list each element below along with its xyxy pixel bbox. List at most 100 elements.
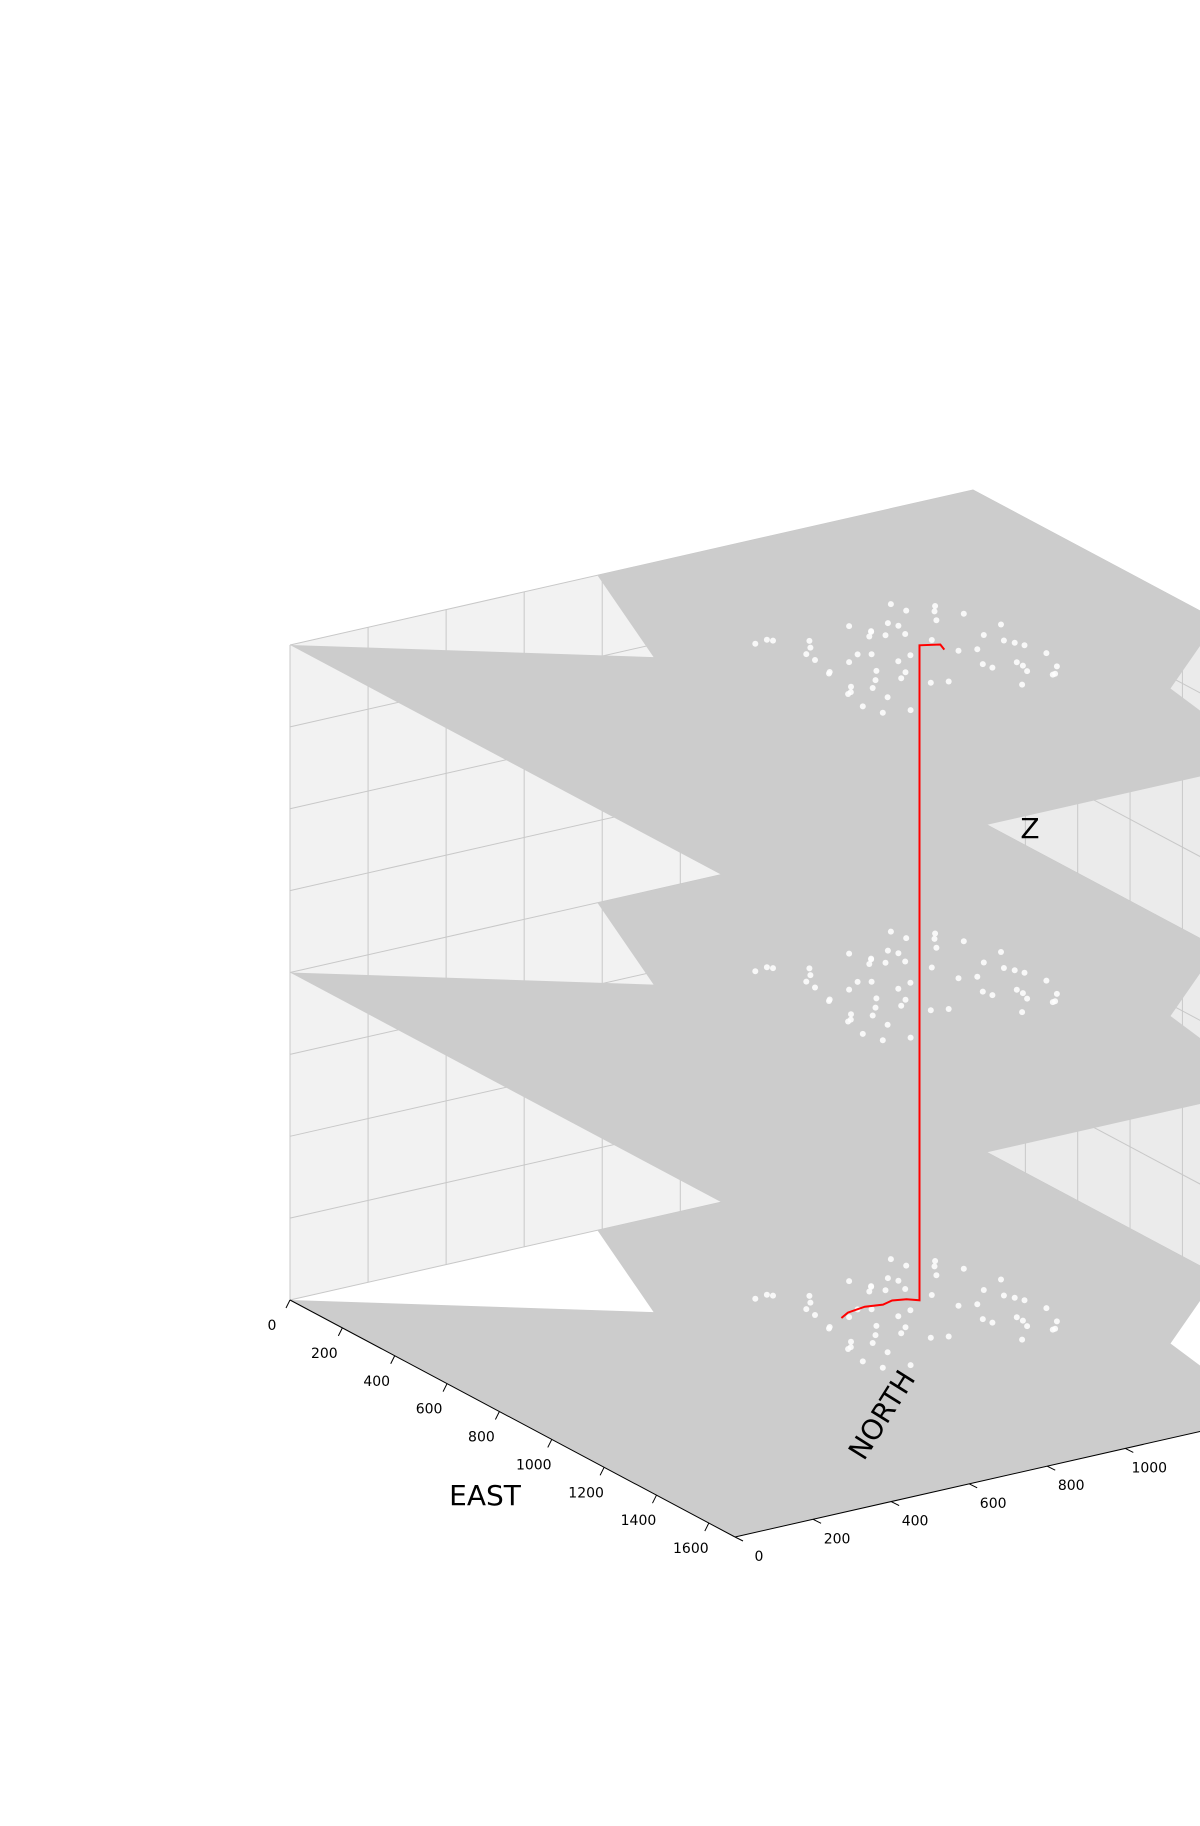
east-axis-line — [289, 1299, 736, 1538]
cloud-point — [1043, 650, 1050, 657]
cloud-point — [847, 1344, 854, 1351]
cloud-point — [931, 1263, 938, 1270]
cloud-point — [1000, 965, 1007, 971]
surface-layers — [290, 490, 1200, 1537]
north-tick-2 — [890, 1501, 900, 1507]
surface-layer-0 — [290, 1145, 1200, 1537]
cloud-point — [846, 623, 853, 630]
cloud-point — [752, 640, 759, 647]
cloud-point — [873, 995, 880, 1002]
cloud-point — [868, 1306, 875, 1313]
cloud-point — [882, 959, 889, 966]
cloud-point — [887, 601, 894, 608]
cloud-point — [882, 632, 889, 639]
cloud-point — [902, 1286, 909, 1292]
cloud-point — [931, 935, 938, 942]
cloud-point — [960, 938, 967, 945]
cloud-point — [974, 973, 981, 980]
cloud-point — [998, 949, 1004, 955]
axes-lines — [289, 1299, 1200, 1538]
cloud-point — [955, 647, 962, 654]
cloud-point — [1011, 639, 1018, 646]
east-tick-label: 400 — [363, 1374, 390, 1390]
cloud-point — [898, 1330, 905, 1337]
cloud-point — [884, 694, 891, 701]
north-tick-4 — [1047, 1465, 1056, 1471]
east-tick-6 — [599, 1467, 605, 1476]
cloud-point — [826, 1325, 832, 1332]
east-tick-7 — [652, 1494, 657, 1504]
cloud-point — [902, 958, 909, 965]
cloud-point — [1049, 999, 1056, 1006]
cloud-point — [752, 968, 759, 975]
east-axis-ticks: 0 200 400 600 800 1000 1200 1400 1600 — [268, 1299, 710, 1557]
cloud-point — [903, 1262, 910, 1269]
east-tick-8 — [704, 1522, 710, 1532]
cloud-point — [806, 637, 813, 644]
cloud-point — [806, 1292, 813, 1299]
cloud-point — [826, 998, 832, 1004]
cloud-point — [927, 1334, 934, 1341]
cloud-point — [989, 1319, 996, 1326]
east-tick-2 — [390, 1355, 396, 1364]
cloud-point — [1019, 1009, 1026, 1016]
cloud-point — [928, 964, 935, 971]
cloud-point — [1000, 637, 1007, 644]
cloud-point — [1021, 1297, 1028, 1304]
cloud-point — [1053, 663, 1060, 670]
cloud-point — [1024, 1323, 1031, 1330]
cloud-point — [884, 947, 891, 954]
cloud-point — [882, 1287, 889, 1294]
cloud-point — [933, 617, 940, 624]
cloud-point — [1043, 977, 1050, 984]
cloud-point — [884, 1349, 891, 1356]
cloud-point — [1013, 659, 1020, 666]
cloud-point — [895, 658, 902, 665]
cloud-point — [895, 1313, 902, 1320]
cloud-point — [803, 1306, 810, 1313]
cloud-point — [763, 1291, 770, 1298]
cloud-point — [895, 1277, 902, 1284]
cloud-point — [868, 978, 875, 985]
cloud-point — [998, 621, 1004, 628]
cloud-point — [868, 628, 875, 635]
north-tick-label: 1000 — [1131, 1460, 1167, 1476]
cloud-point — [770, 965, 776, 972]
cloud-point — [895, 985, 902, 992]
cloud-point — [807, 972, 814, 979]
cloud-point — [980, 632, 987, 638]
cloud-point — [928, 1292, 935, 1298]
cloud-point — [847, 1016, 854, 1023]
cloud-point — [1021, 642, 1028, 649]
east-tick-label: 800 — [468, 1430, 495, 1446]
cloud-point — [1043, 1305, 1050, 1312]
cloud-point — [866, 1288, 873, 1295]
east-tick-label: 1400 — [621, 1513, 657, 1529]
cloud-point — [907, 1034, 914, 1041]
cloud-point — [752, 1295, 759, 1302]
cloud-point — [1019, 990, 1026, 997]
cloud-point — [895, 622, 902, 629]
cloud-point — [980, 1287, 987, 1293]
cloud-point — [945, 678, 952, 685]
cloud-point — [932, 930, 939, 937]
cloud-point — [933, 944, 940, 951]
cloud-point — [1049, 1326, 1056, 1333]
cloud-point — [1021, 969, 1028, 976]
cloud-point — [803, 978, 810, 985]
north-tick-label: 200 — [824, 1531, 851, 1547]
cloud-point — [931, 608, 938, 615]
cloud-point — [979, 988, 986, 995]
cloud-point — [928, 637, 935, 643]
cloud-point — [1019, 681, 1026, 688]
cloud-point — [866, 961, 873, 967]
cloud-point — [763, 636, 770, 643]
cloud-point — [1049, 671, 1056, 678]
cloud-point — [848, 1338, 854, 1345]
cloud-point — [807, 1299, 814, 1306]
cloud-point — [895, 950, 902, 957]
cloud-point — [869, 685, 876, 691]
cloud-point — [846, 659, 853, 666]
cloud-point — [979, 1316, 986, 1323]
